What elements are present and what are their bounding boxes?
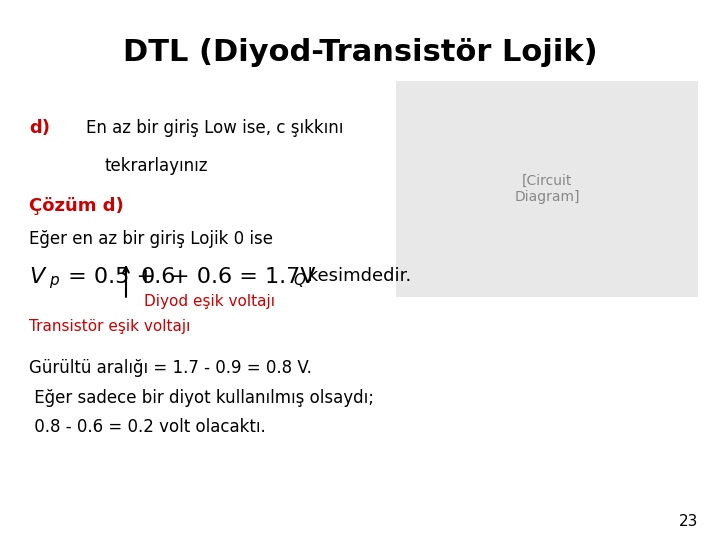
Text: 0.8 - 0.6 = 0.2 volt olacaktı.: 0.8 - 0.6 = 0.2 volt olacaktı.: [29, 418, 266, 436]
Text: Eğer sadece bir diyot kullanılmış olsaydı;: Eğer sadece bir diyot kullanılmış olsayd…: [29, 389, 374, 407]
Text: V: V: [29, 267, 44, 287]
Text: + 0.6 = 1.7V: + 0.6 = 1.7V: [171, 267, 316, 287]
Text: Çözüm d): Çözüm d): [29, 197, 124, 215]
Text: 0.6: 0.6: [140, 267, 176, 287]
Text: Diyod eşik voltajı: Diyod eşik voltajı: [144, 294, 275, 309]
Text: [Circuit
Diagram]: [Circuit Diagram]: [515, 174, 580, 204]
Text: Gürültü aralığı = 1.7 - 0.9 = 0.8 V.: Gürültü aralığı = 1.7 - 0.9 = 0.8 V.: [29, 359, 312, 377]
Text: kesimdedir.: kesimdedir.: [302, 267, 412, 285]
Text: p: p: [49, 273, 58, 288]
Text: tekrarlayınız: tekrarlayınız: [104, 157, 208, 174]
FancyBboxPatch shape: [396, 81, 698, 297]
Text: d): d): [29, 119, 50, 137]
Text: = 0.5 +: = 0.5 +: [61, 267, 163, 287]
Text: Q: Q: [294, 273, 306, 288]
Text: Transistör eşik voltajı: Transistör eşik voltajı: [29, 319, 190, 334]
Text: Eğer en az bir giriş Lojik 0 ise: Eğer en az bir giriş Lojik 0 ise: [29, 230, 273, 247]
Text: En az bir giriş Low ise, c şıkkını: En az bir giriş Low ise, c şıkkını: [86, 119, 343, 137]
Text: 23: 23: [679, 514, 698, 529]
Text: DTL (Diyod-Transistör Lojik): DTL (Diyod-Transistör Lojik): [122, 38, 598, 67]
